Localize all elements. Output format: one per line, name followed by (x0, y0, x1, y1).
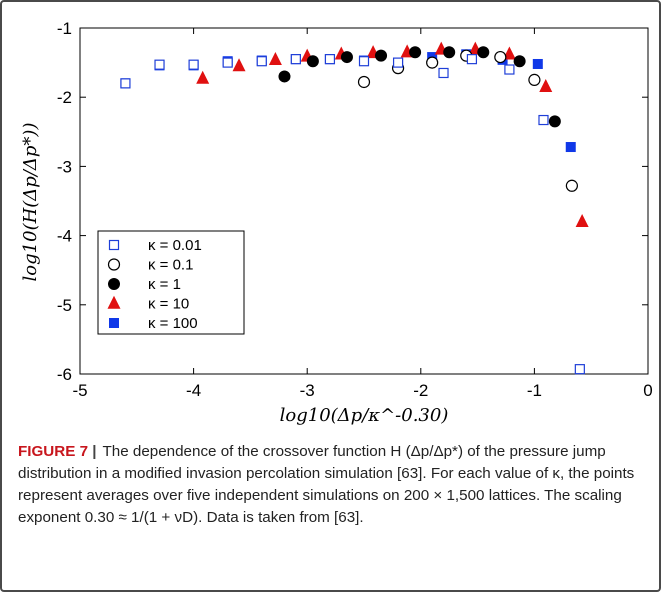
data-point (575, 213, 589, 227)
y-tick-label: -4 (57, 227, 72, 246)
data-point (548, 115, 561, 128)
data-point (306, 55, 319, 68)
y-tick-label: -3 (57, 157, 72, 176)
figure-caption: FIGURE 7 | The dependence of the crossov… (18, 441, 638, 529)
data-points (120, 41, 589, 375)
y-tick-label: -2 (57, 88, 72, 107)
data-point (466, 54, 478, 65)
data-point (392, 57, 404, 68)
legend-marker (108, 278, 120, 290)
data-point (256, 56, 267, 67)
data-point (268, 52, 282, 66)
data-point (357, 75, 371, 89)
y-tick-label: -6 (57, 365, 72, 384)
legend-label: κ = 0.1 (148, 257, 193, 274)
data-point (477, 46, 490, 59)
data-point (494, 50, 507, 64)
series-2 (278, 46, 561, 128)
legend-box (97, 230, 245, 335)
data-point (438, 67, 449, 79)
x-axis-label: log10(Δp/κ^-0.30) (280, 405, 449, 426)
x-tick-label: 0 (643, 381, 652, 400)
data-point (232, 58, 246, 72)
x-tick-label: -5 (72, 381, 87, 400)
data-point (443, 46, 456, 59)
legend-marker (107, 295, 121, 309)
legend-marker (108, 239, 120, 251)
legend-label: κ = 100 (148, 315, 198, 332)
x-tick-label: -4 (186, 381, 201, 400)
legend-label: κ = 1 (148, 276, 181, 293)
legend-label: κ = 0.01 (148, 237, 202, 254)
data-point (409, 46, 422, 59)
data-point (358, 56, 370, 67)
data-point (188, 59, 199, 70)
data-point (324, 54, 336, 65)
data-point (154, 59, 165, 70)
figure-number: FIGURE 7 (18, 443, 89, 460)
data-point (196, 70, 210, 84)
data-point (278, 70, 291, 83)
data-point (120, 78, 131, 89)
y-tick-label: -1 (57, 19, 72, 38)
data-point (340, 51, 353, 64)
data-point (375, 49, 388, 62)
series-0 (120, 54, 585, 375)
x-tick-label: -3 (300, 381, 315, 400)
legend-marker (109, 318, 119, 328)
data-point (222, 57, 233, 68)
data-point (426, 56, 439, 69)
caption-text: The dependence of the crossover function… (18, 443, 635, 526)
plot-box (79, 27, 649, 375)
data-point (504, 64, 515, 75)
legend: κ = 0.01 κ = 0.1 κ = 1 κ = 10 κ = 100 (97, 230, 245, 335)
x-tick-label: -2 (413, 381, 428, 400)
caption-separator: | (92, 443, 97, 460)
legend-marker (107, 258, 121, 271)
data-point (532, 58, 543, 69)
data-point (574, 364, 585, 375)
scatter-chart: -5 -4 -3 -2 -1 0-6-5-4-3-2-1 κ = 0.01κ = 0.1κ… (20, 19, 653, 426)
x-tick-label: -1 (527, 381, 542, 400)
legend-label: κ = 10 (148, 296, 189, 313)
y-tick-label: -5 (57, 296, 72, 315)
data-point (539, 79, 553, 93)
data-point (538, 114, 549, 126)
data-point (513, 55, 526, 68)
plot-axes: -5 -4 -3 -2 -1 0-6-5-4-3-2-1 (57, 19, 653, 400)
data-point (565, 179, 578, 192)
data-point (528, 73, 541, 87)
series-1 (357, 49, 578, 192)
data-point (565, 142, 576, 153)
y-axis-label: log10(H(Δp/Δp*)) (20, 123, 41, 282)
data-point (290, 54, 301, 65)
